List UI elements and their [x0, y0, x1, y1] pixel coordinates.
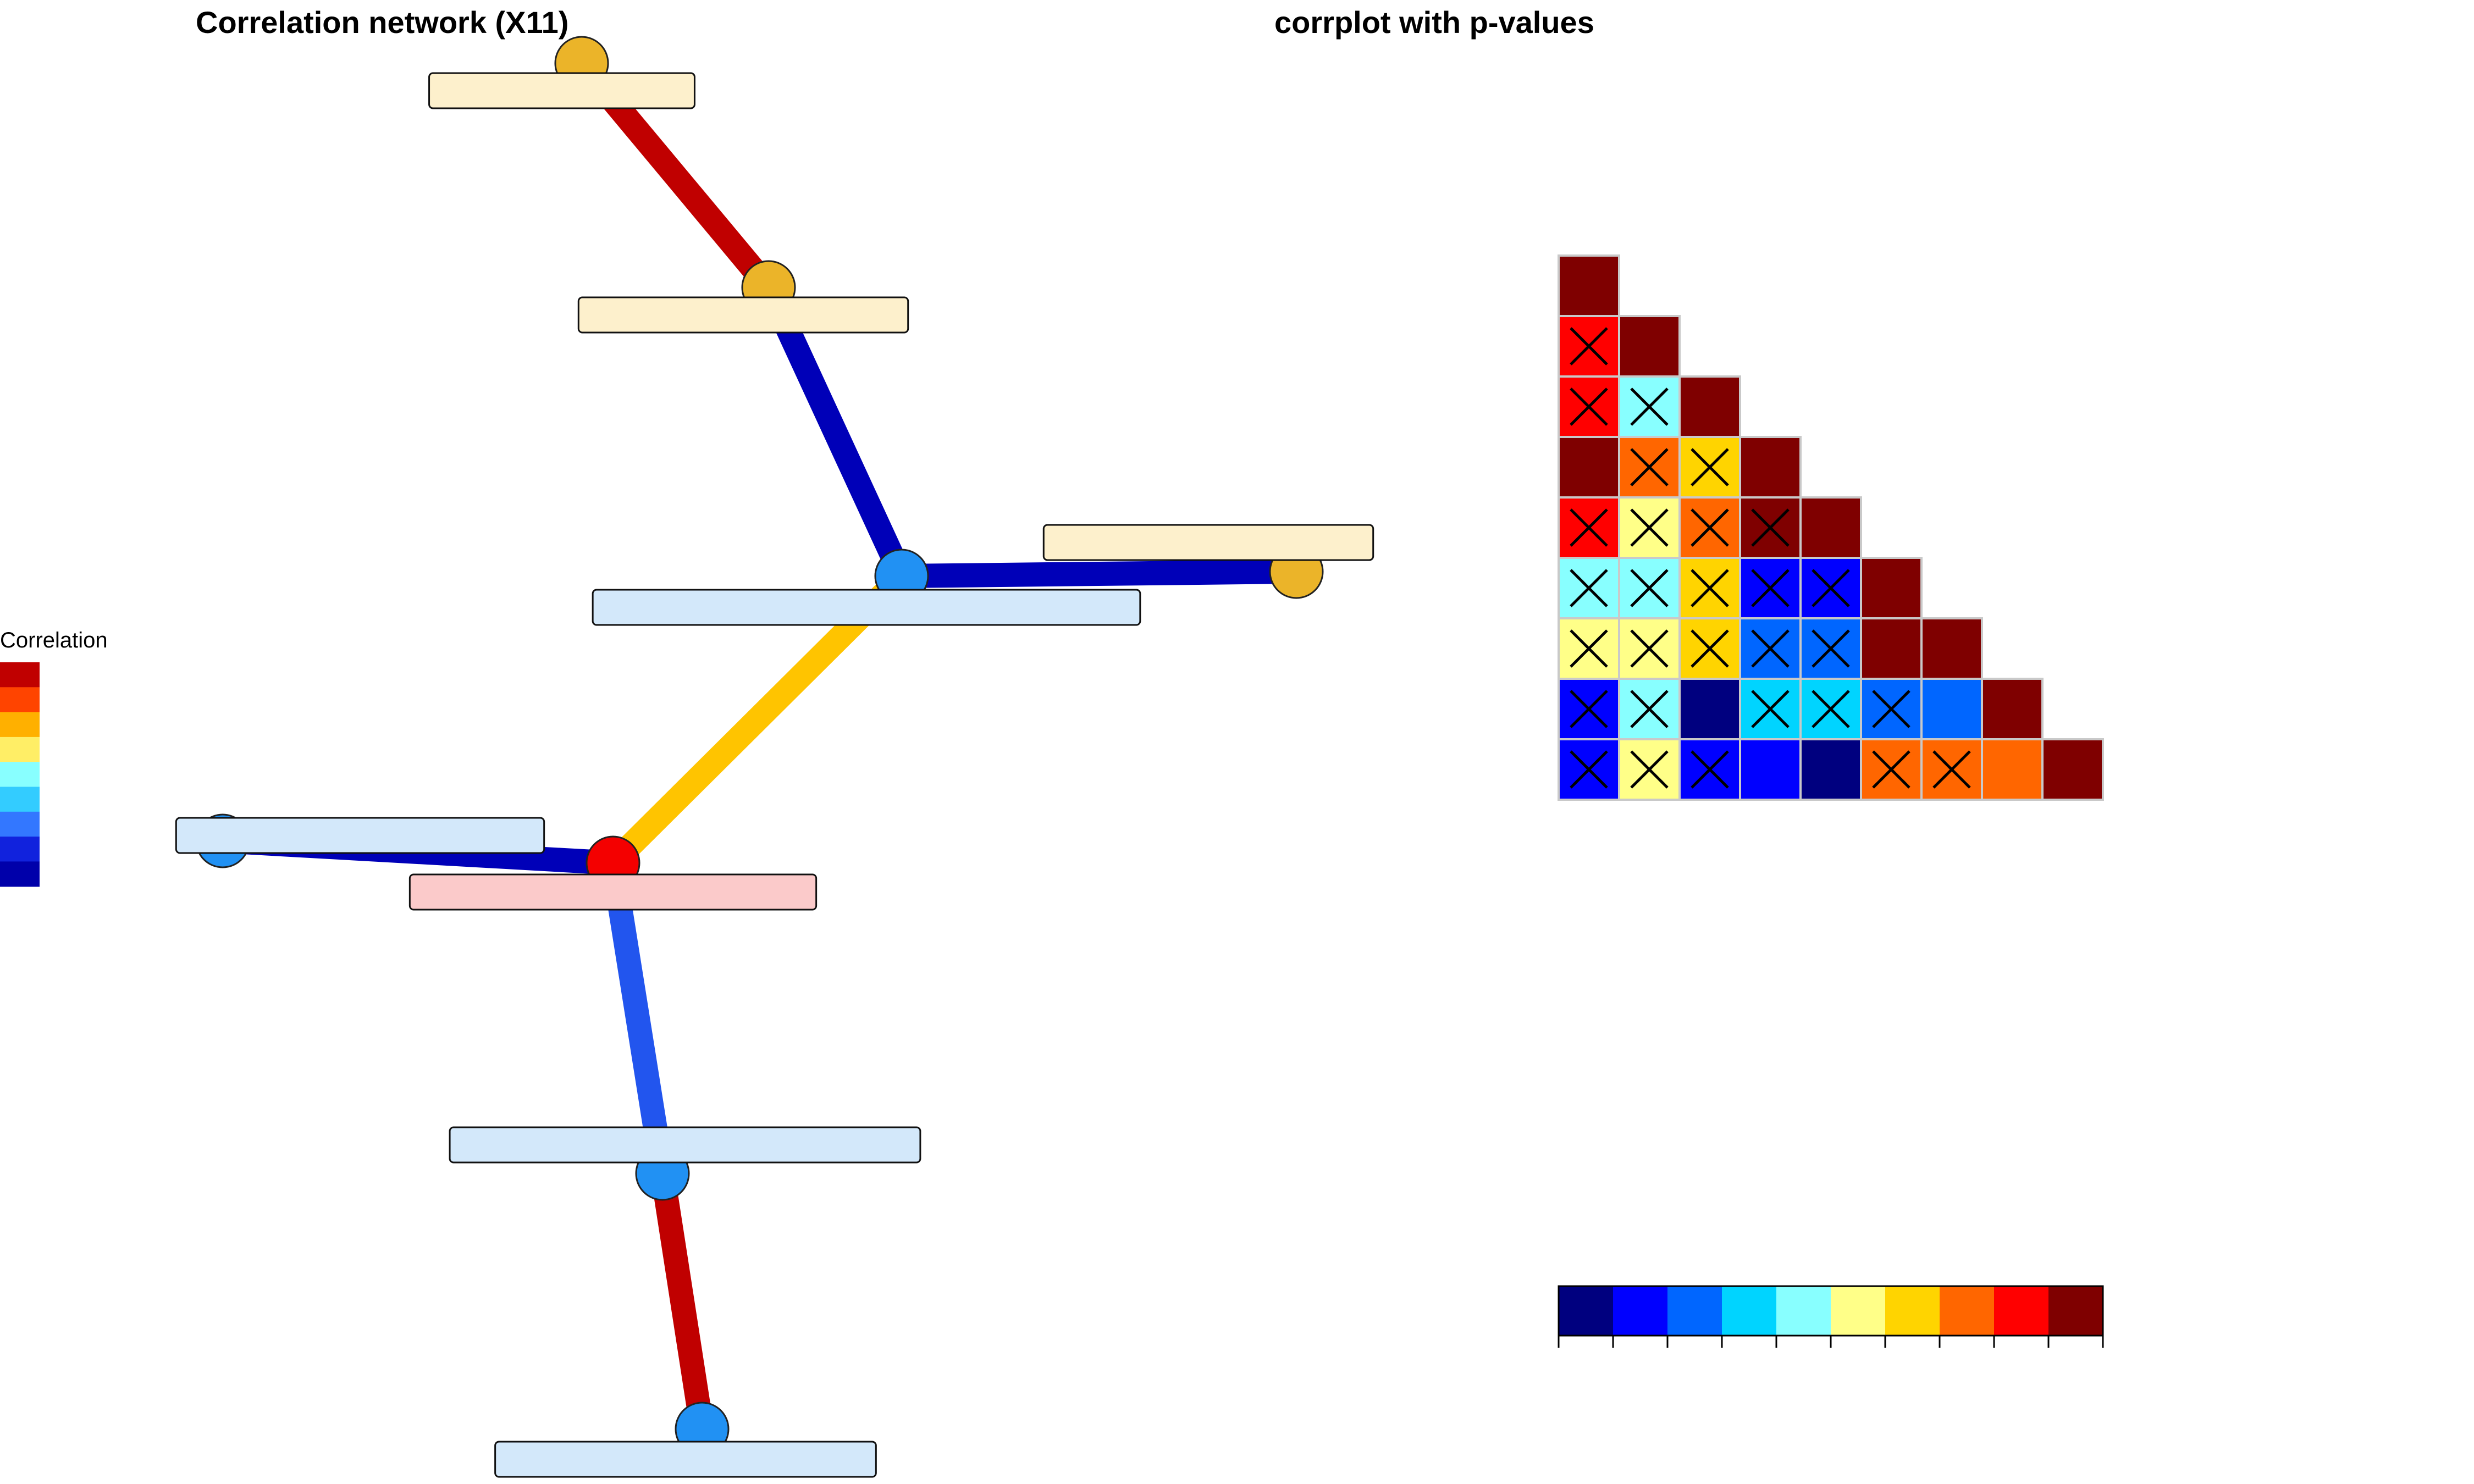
corr-cross-b-4454257-4362942: [1751, 690, 1790, 728]
corr-cross-b-4370747-836394: [1691, 629, 1729, 668]
corr-cross-b-4362942-836394: [1691, 448, 1729, 486]
corr-cell-4456889-4456889: [1860, 557, 1923, 619]
network-label-box-2458172: [1042, 524, 1374, 561]
corr-cross-b-2458172-4362942: [1751, 508, 1790, 547]
corr-cross-b-4454257-4456889: [1872, 690, 1910, 728]
corr-cell-2458172-2458172: [1799, 496, 1862, 559]
corr-cell-4364813-4362942: [1739, 738, 1802, 801]
corr-cross-b-836394-4469492: [1570, 387, 1608, 426]
legend-swatch-8: [0, 861, 40, 887]
corr-cross-b-2458172-4469492: [1570, 508, 1608, 547]
corr-cell-4370747-4370747: [1920, 617, 1983, 680]
legend-swatch-5: [0, 787, 40, 812]
corr-cross-b-4370747-135965: [1630, 629, 1669, 668]
corr-cell-4364813-4454257: [1981, 738, 2044, 801]
corr-cell-4454257-836394: [1678, 678, 1741, 740]
corr-cell-4370747-4456889: [1860, 617, 1923, 680]
corr-cell-836394-836394: [1678, 375, 1741, 438]
network-edge-4454257-4370747: [601, 861, 675, 1176]
corr-cell-135965-4469492: [1558, 315, 1620, 378]
corr-cross-b-4456889-4362942: [1751, 569, 1790, 607]
corr-cross-b-4364813-135965: [1630, 750, 1669, 789]
corr-cross-b-4454257-135965: [1630, 690, 1669, 728]
colorbar-segment-9: [2048, 1286, 2103, 1336]
legend-title: Correlation: [0, 628, 108, 652]
colorbar-segment-5: [1831, 1286, 1886, 1336]
colorbar-segment-4: [1776, 1286, 1831, 1336]
corr-cross-b-4364813-4456889: [1872, 750, 1910, 789]
corrplot-panel: corrplot with p-values: [1274, 5, 2104, 1348]
corr-cross-b-4362942-135965: [1630, 448, 1669, 486]
corr-cross-b-4370747-2458172: [1812, 629, 1850, 668]
corr-cross-b-4364813-4469492: [1570, 750, 1608, 789]
corr-cross-b-4454257-2458172: [1812, 690, 1850, 728]
colorbar-segment-7: [1940, 1286, 1995, 1336]
network-label-box-4454257: [408, 873, 818, 911]
corrplot-cells: [1558, 254, 2104, 801]
legend-swatch-6: [0, 811, 40, 837]
network-edge-4370747-4456889: [650, 1171, 714, 1431]
network-edge-4362942-4364813: [758, 282, 913, 582]
legend-swatch-1: [0, 687, 40, 713]
network-label-box-836394: [175, 817, 545, 854]
network-edge-4364813-2458172: [901, 560, 1297, 588]
network-label-box-4364813: [592, 589, 1141, 626]
legend-swatch-7: [0, 837, 40, 862]
colorbar-segment-0: [1559, 1286, 1614, 1336]
corr-cross-b-4456889-4469492: [1570, 569, 1608, 607]
corr-cell-4362942-4362942: [1739, 436, 1802, 499]
colorbar-segment-8: [1994, 1286, 2049, 1336]
network-title: Correlation network (X11): [196, 5, 568, 40]
corr-cell-4362942-4469492: [1558, 436, 1620, 499]
network-label-box-4362942: [577, 296, 909, 334]
corr-cell-135965-135965: [1618, 315, 1681, 378]
colorbar-segment-6: [1885, 1286, 1940, 1336]
corr-cross-b-4454257-4469492: [1570, 690, 1608, 728]
network-label-box-4469492: [428, 72, 695, 109]
corr-cross-b-836394-135965: [1630, 387, 1669, 426]
legend-swatches: [0, 662, 40, 887]
corr-cross-b-4456889-836394: [1691, 569, 1729, 607]
legend-swatch-4: [0, 762, 40, 788]
legend-swatch-2: [0, 712, 40, 738]
legend-swatch-3: [0, 737, 40, 762]
colorbar-segment-1: [1613, 1286, 1668, 1336]
corr-cross-b-2458172-135965: [1630, 508, 1669, 547]
corr-cross-b-135965-4469492: [1570, 327, 1608, 366]
corr-cell-4456889-4469492: [1558, 557, 1620, 619]
corr-cross-b-4456889-2458172: [1812, 569, 1850, 607]
network-panel: Correlation network (X11) Correlation: [0, 5, 1374, 1478]
corr-cross-b-4456889-135965: [1630, 569, 1669, 607]
corr-cell-4364813-4364813: [2041, 738, 2104, 801]
corr-cell-4364813-2458172: [1799, 738, 1862, 801]
corr-cell-4364813-135965: [1618, 738, 1681, 801]
legend-swatch-0: [0, 662, 40, 688]
corr-cross-b-4370747-4469492: [1570, 629, 1608, 668]
network-labels: [175, 72, 1374, 1478]
corr-cross-b-4364813-836394: [1691, 750, 1729, 789]
network-label-box-4456889: [494, 1441, 877, 1478]
network-label-box-4370747: [449, 1126, 921, 1164]
corr-cross-b-4370747-4362942: [1751, 629, 1790, 668]
corr-cross-b-2458172-836394: [1691, 508, 1729, 547]
corr-cell-4454257-4454257: [1981, 678, 2044, 740]
corr-cross-b-4364813-4370747: [1932, 750, 1971, 789]
colorbar-segment-2: [1667, 1286, 1722, 1336]
corr-cell-4469492-4469492: [1558, 254, 1620, 317]
colorbar-segment-3: [1722, 1286, 1777, 1336]
corrplot-colorbar: [1558, 1285, 2104, 1348]
corrplot-title: corrplot with p-values: [1274, 5, 1594, 40]
correlation-legend: Correlation: [0, 628, 108, 887]
corr-cell-4454257-4370747: [1920, 678, 1983, 740]
